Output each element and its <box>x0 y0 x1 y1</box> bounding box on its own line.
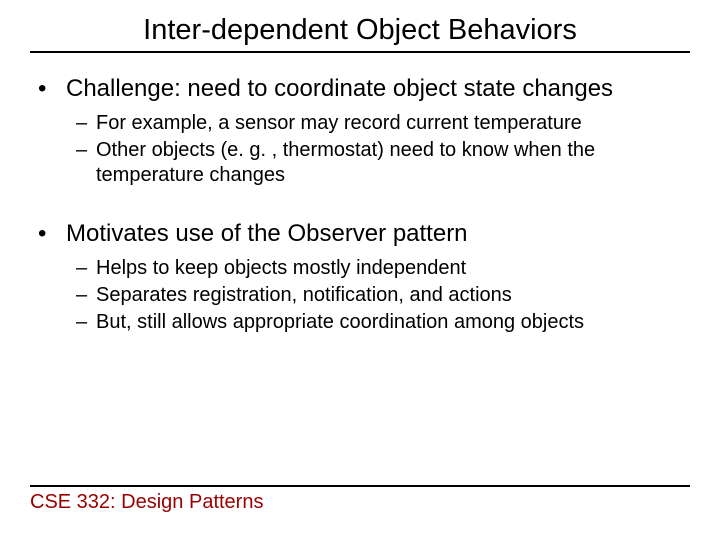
bullet-text: Separates registration, notification, an… <box>96 283 690 308</box>
bullet-level2: – Separates registration, notification, … <box>76 283 690 308</box>
bullet-level2: – For example, a sensor may record curre… <box>76 111 690 136</box>
bullet-text: Other objects (e. g. , thermostat) need … <box>96 138 690 188</box>
bullet-level1: • Challenge: need to coordinate object s… <box>38 75 690 103</box>
bullet-marker: • <box>38 75 66 103</box>
slide-footer: CSE 332: Design Patterns <box>30 485 690 514</box>
slide-title: Inter-dependent Object Behaviors <box>30 14 690 53</box>
bullet-text: Challenge: need to coordinate object sta… <box>66 75 690 103</box>
spacer <box>38 190 690 220</box>
dash-marker: – <box>76 111 96 136</box>
bullet-level2: – But, still allows appropriate coordina… <box>76 310 690 335</box>
bullet-text: Motivates use of the Observer pattern <box>66 220 690 248</box>
bullet-text: But, still allows appropriate coordinati… <box>96 310 690 335</box>
bullet-text: Helps to keep objects mostly independent <box>96 256 690 281</box>
slide-body: • Challenge: need to coordinate object s… <box>30 75 690 335</box>
dash-marker: – <box>76 310 96 335</box>
slide: Inter-dependent Object Behaviors • Chall… <box>0 0 720 540</box>
bullet-marker: • <box>38 220 66 248</box>
bullet-level2: – Other objects (e. g. , thermostat) nee… <box>76 138 690 188</box>
dash-marker: – <box>76 138 96 188</box>
bullet-level1: • Motivates use of the Observer pattern <box>38 220 690 248</box>
dash-marker: – <box>76 256 96 281</box>
bullet-level2: – Helps to keep objects mostly independe… <box>76 256 690 281</box>
footer-text: CSE 332: Design Patterns <box>30 491 690 514</box>
dash-marker: – <box>76 283 96 308</box>
bullet-text: For example, a sensor may record current… <box>96 111 690 136</box>
